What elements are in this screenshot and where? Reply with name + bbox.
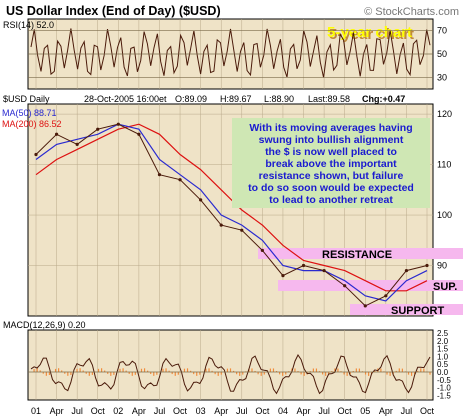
price-tick-label: 120 <box>437 109 452 119</box>
price-point <box>322 268 326 273</box>
rsi-tick-label: 70 <box>437 26 447 36</box>
price-point <box>96 127 100 131</box>
resistance-band <box>258 248 463 259</box>
price-point <box>384 294 388 298</box>
x-axis-label: Apr <box>379 406 393 416</box>
price-point <box>281 274 285 278</box>
x-axis-label: Jul <box>71 406 83 416</box>
macd-tick-label: 1.5 <box>437 345 449 354</box>
x-axis-label: Oct <box>91 406 106 416</box>
rsi-tick-label: 30 <box>437 72 447 82</box>
macd-tick-label: 0.0 <box>437 368 449 377</box>
price-tick-label: 90 <box>437 261 447 271</box>
x-axis-label: 04 <box>278 406 288 416</box>
price-high: H:89.67 <box>220 94 252 104</box>
x-axis-label: Jul <box>236 406 248 416</box>
x-axis-label: 01 <box>31 406 41 416</box>
macd-tick-label: -1.5 <box>437 391 451 400</box>
x-axis-label: Oct <box>420 406 435 416</box>
price-point <box>260 248 264 252</box>
x-axis-label: 05 <box>360 406 370 416</box>
chart-title: US Dollar Index (End of Day) ($USD) <box>6 4 221 18</box>
annotation-text: With its moving averages having swung int… <box>248 122 414 206</box>
price-point <box>425 263 429 268</box>
price-tick-label: 110 <box>437 160 451 170</box>
five-year-badge-shadow: 5-year chart <box>329 26 414 43</box>
price-point <box>34 152 38 157</box>
rsi-label: RSI(14) 52.0 <box>3 20 54 30</box>
support-band-lower <box>350 304 463 315</box>
x-axis-label: Jul <box>154 406 166 416</box>
ma50-line <box>35 123 428 302</box>
price-point <box>199 198 203 202</box>
price-point <box>137 132 141 136</box>
price-tick-label: 100 <box>437 210 452 220</box>
price-point <box>404 268 409 273</box>
price-point <box>75 142 79 146</box>
price-point <box>219 223 223 227</box>
price-symbol: $USD Daily <box>3 94 50 104</box>
x-axis-label: Jul <box>401 406 413 416</box>
sup-label: SUP. <box>433 281 457 293</box>
price-date: 28-Oct-2005 16:00et <box>84 94 167 104</box>
support-label: SUPPORT <box>391 305 444 317</box>
x-axis-label: Jul <box>318 406 330 416</box>
ma200-line <box>35 123 428 292</box>
macd-tick-label: 0.5 <box>437 360 449 369</box>
macd-tick-label: 2.5 <box>437 329 449 338</box>
x-axis-label: Oct <box>173 406 188 416</box>
x-axis-label: Oct <box>255 406 270 416</box>
price-point <box>240 228 244 232</box>
x-axis-label: 03 <box>196 406 206 416</box>
price-last: Last:89.58 <box>308 94 350 104</box>
watermark: © StockCharts.com <box>364 6 459 18</box>
macd-tick-label: 1.0 <box>437 352 449 361</box>
price-point <box>363 304 367 308</box>
price-point <box>178 178 182 182</box>
price-point <box>343 284 347 288</box>
x-axis-label: Apr <box>50 406 64 416</box>
resistance-label: RESISTANCE <box>322 249 392 261</box>
price-open: O:89.09 <box>175 94 207 104</box>
price-line <box>35 123 428 307</box>
ma50-legend: MA(50) 88.71 <box>2 108 57 118</box>
macd-label: MACD(12,26,9) 0.20 <box>3 320 86 330</box>
macd-line <box>30 354 431 395</box>
price-change: Chg:+0.47 <box>362 94 405 104</box>
price-point <box>301 263 306 268</box>
price-point <box>157 173 162 177</box>
macd-tick-label: -0.5 <box>437 376 451 385</box>
x-axis-label: Apr <box>132 406 146 416</box>
x-axis-label: Apr <box>214 406 228 416</box>
support-band-upper <box>278 280 463 291</box>
macd-tick-label: 2.0 <box>437 337 449 346</box>
x-axis-label: 02 <box>113 406 123 416</box>
x-axis-label: Apr <box>297 406 311 416</box>
annotation-box <box>232 118 430 208</box>
rsi-tick-label: 50 <box>437 49 447 59</box>
price-low: L:88.90 <box>264 94 294 104</box>
x-axis-label: Oct <box>338 406 353 416</box>
ma200-legend: MA(200) 86.52 <box>2 119 62 129</box>
price-point <box>54 132 59 136</box>
price-point <box>116 122 120 126</box>
macd-tick-label: -1.0 <box>437 384 451 393</box>
